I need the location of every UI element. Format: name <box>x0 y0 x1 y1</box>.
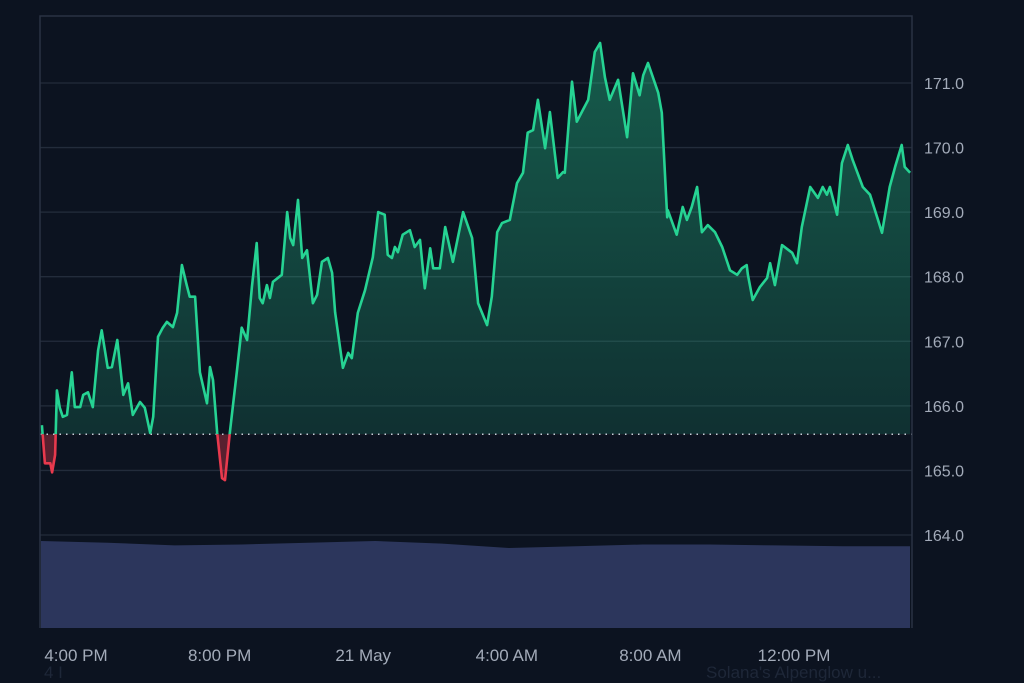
footer-left-text: 4 I <box>44 663 63 682</box>
y-tick-label: 167.0 <box>924 334 964 351</box>
plot-frame <box>39 15 913 628</box>
y-tick-label: 168.0 <box>924 270 964 287</box>
volume-area <box>41 541 910 628</box>
x-tick-label: 4:00 AM <box>476 646 538 665</box>
y-axis: 164.0 165.0 166.0 167.0 168.0 169.0 170.0 171.0 <box>924 76 964 545</box>
y-tick-label: 164.0 <box>924 528 964 545</box>
area-fill-up <box>41 43 911 435</box>
y-tick-label: 165.0 <box>924 463 964 480</box>
x-tick-label: 4:00 PM <box>44 646 107 665</box>
x-axis: 4:00 PM 8:00 PM 21 May 4:00 AM 8:00 AM 12:00 … <box>44 646 830 665</box>
price-line-up <box>40 41 912 435</box>
y-tick-label: 170.0 <box>924 141 964 158</box>
x-tick-label: 8:00 PM <box>188 646 251 665</box>
y-tick-label: 166.0 <box>924 399 964 416</box>
news-headline-link[interactable]: Solana's Alpenglow u... <box>706 663 882 682</box>
y-tick-label: 169.0 <box>924 205 964 222</box>
volume-bars <box>41 541 910 628</box>
x-tick-label: 12:00 PM <box>758 646 831 665</box>
x-tick-label: 21 May <box>335 646 391 665</box>
y-tick-label: 171.0 <box>924 76 964 93</box>
x-tick-label: 8:00 AM <box>619 646 681 665</box>
